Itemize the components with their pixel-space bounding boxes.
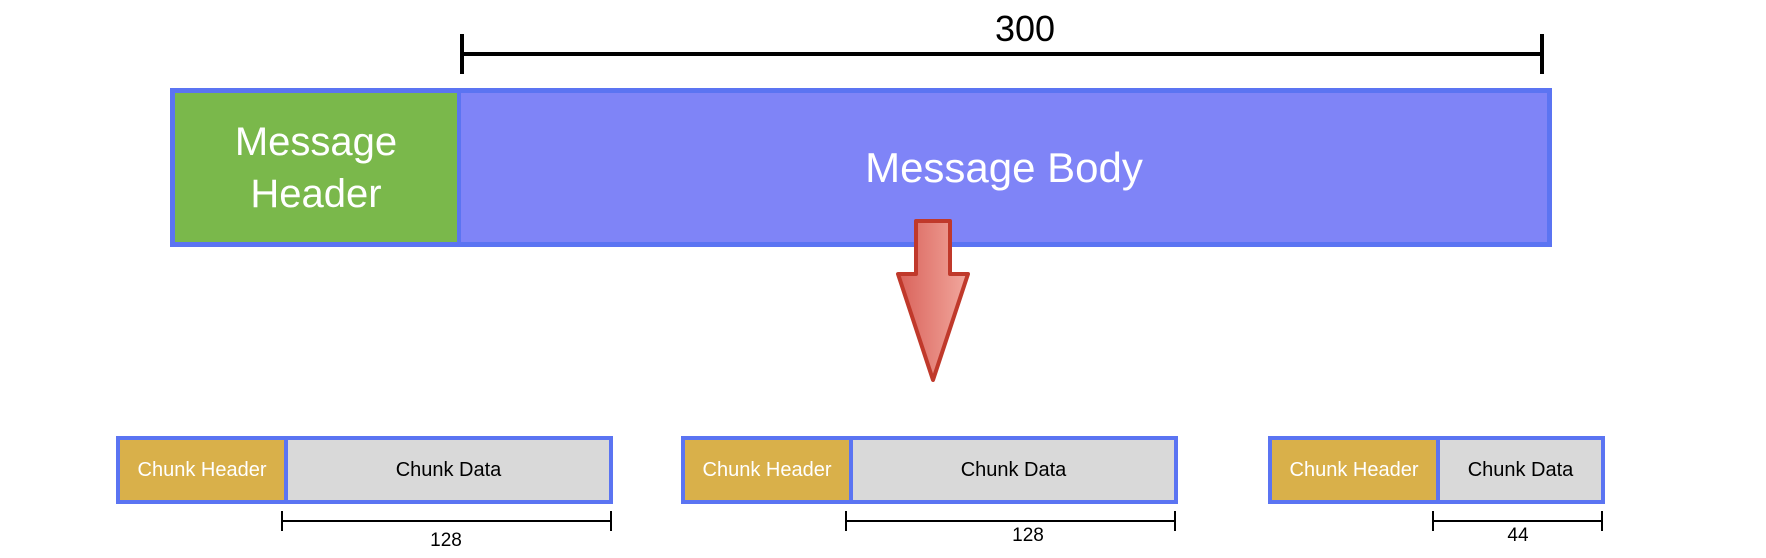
message-block: Message Header Message Body [170,88,1552,247]
chunk-1-data: Chunk Data [288,440,609,500]
chunk-2-data: Chunk Data [853,440,1174,500]
message-body: Message Body [461,93,1547,242]
chunk-2-size-label: 128 [1012,525,1044,546]
message-header-label: Message Header [234,119,398,216]
chunk-3-header: Chunk Header [1272,440,1440,500]
chunk-1-size-label: 128 [430,530,462,551]
message-body-label: Message Body [865,143,1143,191]
chunk-1-size-bracket [281,511,612,531]
chunk-2-size-bracket [845,511,1176,531]
body-size-bracket [460,34,1544,74]
chunk-2-header: Chunk Header [685,440,853,500]
chunk-3-size-label: 44 [1507,525,1529,546]
chunk-3: Chunk Header Chunk Data [1268,436,1605,504]
body-size-label: 300 [994,8,1056,49]
chunk-3-data: Chunk Data [1440,440,1601,500]
chunk-1-header: Chunk Header [120,440,288,500]
chunk-1: Chunk Header Chunk Data [116,436,613,504]
chunk-3-size-bracket [1432,511,1603,531]
message-header: Message Header [175,93,461,242]
chunk-2: Chunk Header Chunk Data [681,436,1178,504]
